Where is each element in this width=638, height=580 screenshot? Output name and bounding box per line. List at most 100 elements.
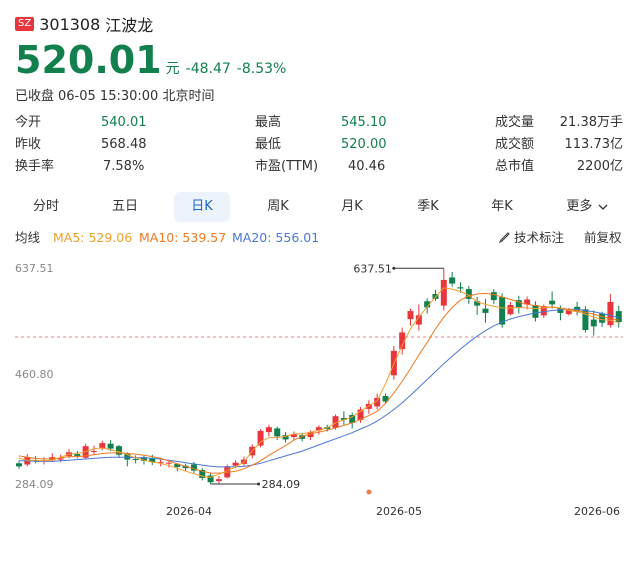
- mcap-label: 总市值: [495, 159, 535, 174]
- candle-body: [524, 299, 531, 305]
- tab-more-label: 更多: [566, 199, 593, 214]
- turnover-value: 7.58%: [103, 159, 145, 174]
- candle-body: [124, 453, 131, 460]
- ma5-value: MA5: 529.06: [53, 230, 133, 245]
- candle-body: [490, 292, 497, 301]
- min-label: 284.09: [262, 478, 301, 491]
- candle-body: [107, 443, 114, 449]
- candle-body: [174, 463, 181, 467]
- tab-monthly-k[interactable]: 月K: [341, 199, 363, 214]
- candle-body: [499, 297, 506, 325]
- candle-body: [357, 409, 364, 420]
- high-value: 545.10: [341, 115, 387, 130]
- ma5-line: [18, 287, 619, 478]
- status-time: 06-05 15:30:00 北京时间: [58, 89, 215, 104]
- candle-body: [315, 427, 322, 431]
- candle-body: [282, 435, 289, 440]
- min-marker: 284.09: [210, 478, 301, 491]
- candle-body: [374, 397, 381, 407]
- candle-body: [199, 469, 206, 478]
- y-label-mid: 460.80: [15, 368, 54, 381]
- candle-body: [449, 277, 456, 284]
- candle-body: [590, 319, 597, 327]
- tab-daily-k[interactable]: 日K: [174, 192, 230, 222]
- candle-body: [182, 465, 189, 469]
- candle-body: [290, 433, 297, 437]
- y-label-top: 637.51: [15, 262, 54, 275]
- ma20-line: [19, 308, 619, 468]
- price-change: -48.47: [185, 61, 231, 77]
- y-label-bottom: 284.09: [15, 478, 54, 491]
- ma-label: 均线: [15, 230, 41, 245]
- chevron-down-icon: [598, 204, 608, 210]
- candle-body: [207, 475, 214, 483]
- candle-body: [549, 300, 556, 305]
- candle-body: [99, 443, 106, 448]
- stock-code: 301308: [39, 14, 101, 34]
- candle-body: [482, 308, 489, 313]
- tab-quarterly-k[interactable]: 季K: [417, 199, 439, 214]
- max-marker: 637.51: [353, 262, 444, 275]
- candle-body: [540, 306, 547, 316]
- amount-value: 113.73亿: [564, 137, 624, 152]
- tab-yearly-k[interactable]: 年K: [491, 199, 513, 214]
- candlestick-chart[interactable]: 637.51 460.80 284.09 637.51 284.09 2026-…: [0, 250, 638, 530]
- candle-body: [507, 304, 514, 315]
- candle-body: [215, 479, 222, 481]
- candle-body: [415, 315, 422, 325]
- ma10-value: MA10: 539.57: [139, 230, 227, 245]
- candle-body: [265, 427, 272, 433]
- amount-label: 成交额: [495, 137, 535, 152]
- candle-body: [224, 466, 231, 478]
- pe-value: 40.46: [348, 159, 386, 174]
- stock-name: 江波龙: [105, 16, 154, 35]
- high-label: 最高: [255, 115, 282, 130]
- candle-body: [257, 430, 264, 446]
- candle-body: [115, 446, 122, 455]
- candle-body: [299, 435, 306, 439]
- mcap-value: 2200亿: [576, 159, 623, 174]
- tab-weekly-k[interactable]: 周K: [267, 199, 289, 214]
- candle-body: [349, 414, 356, 423]
- candle-body: [424, 301, 431, 308]
- volume-value: 21.38万手: [559, 115, 623, 130]
- prev-label: 昨收: [15, 137, 42, 152]
- candle-body: [190, 464, 197, 471]
- market-status: 已收盘 06-05 15:30:00 北京时间: [15, 85, 214, 104]
- open-label: 今开: [15, 115, 42, 130]
- pe-label: 市盈(TTM): [255, 159, 319, 174]
- price-unit: 元: [165, 61, 180, 77]
- candle-body: [515, 300, 522, 309]
- candle-body: [74, 454, 81, 456]
- date-label-jun: 2026-06: [574, 505, 620, 518]
- candle-body: [332, 416, 339, 428]
- tech-annotation-button[interactable]: 技术标注: [498, 229, 564, 247]
- turnover-label: 换手率: [15, 159, 55, 174]
- event-marker[interactable]: [366, 489, 372, 495]
- tab-intraday[interactable]: 分时: [32, 199, 59, 214]
- candle-body: [57, 458, 64, 460]
- candle-body: [557, 308, 564, 313]
- candle-body: [165, 462, 172, 464]
- candle-body: [307, 432, 314, 437]
- ma10-line: [18, 292, 619, 474]
- max-label: 637.51: [353, 262, 392, 275]
- candle-body: [90, 451, 97, 453]
- date-label-apr: 2026-04: [166, 505, 212, 518]
- candle-body: [607, 301, 614, 326]
- ma-legend: 均线 MA5: 529.06 MA10: 539.57 MA20: 556.01…: [15, 229, 627, 247]
- candles-group: [16, 268, 622, 485]
- candle-body: [599, 313, 606, 323]
- tech-annotation-label: 技术标注: [513, 230, 564, 245]
- tab-five-day[interactable]: 五日: [111, 199, 138, 214]
- candle-body: [474, 301, 481, 306]
- tab-more[interactable]: 更多: [552, 192, 622, 222]
- candle-body: [407, 311, 414, 320]
- adjust-button[interactable]: 前复权: [584, 230, 622, 245]
- candle-body: [132, 458, 139, 460]
- candle-body: [440, 279, 447, 306]
- open-value: 540.01: [101, 115, 147, 130]
- market-badge: SZ: [15, 17, 35, 31]
- candle-body: [16, 463, 22, 467]
- candle-body: [465, 289, 472, 299]
